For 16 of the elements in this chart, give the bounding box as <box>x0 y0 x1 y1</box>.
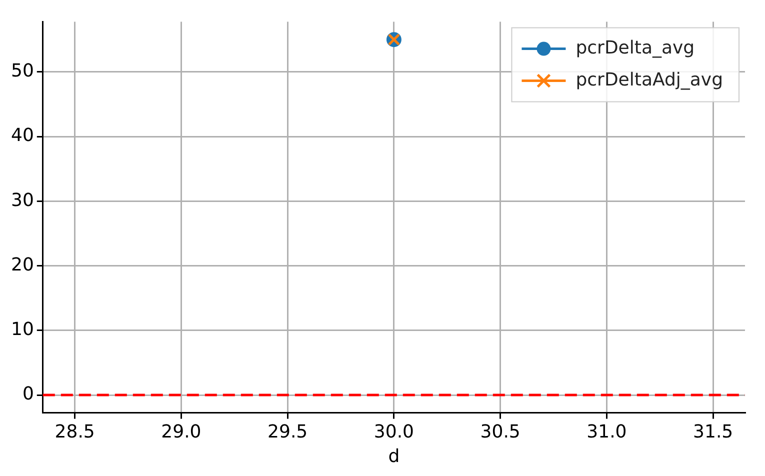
x-tick-label: 29.0 <box>161 421 202 442</box>
x-axis-title: d <box>388 446 400 467</box>
y-tick-label: 40 <box>11 125 34 146</box>
legend-label: pcrDeltaAdj_avg <box>576 69 724 90</box>
legend-label: pcrDelta_avg <box>576 37 695 58</box>
x-tick-label: 31.0 <box>586 421 627 442</box>
y-tick-label: 20 <box>11 254 34 276</box>
x-tick-label: 28.5 <box>54 421 95 442</box>
x-tick-label: 29.5 <box>268 421 308 442</box>
y-tick-label: 0 <box>22 384 34 405</box>
y-tick-label: 50 <box>11 60 34 82</box>
y-tick-label: 10 <box>11 319 34 340</box>
x-tick-label: 30.5 <box>480 421 520 442</box>
x-tick-label: 30.0 <box>374 421 414 442</box>
x-tick-label: 31.5 <box>693 421 734 442</box>
y-tick-label: 30 <box>11 190 34 211</box>
